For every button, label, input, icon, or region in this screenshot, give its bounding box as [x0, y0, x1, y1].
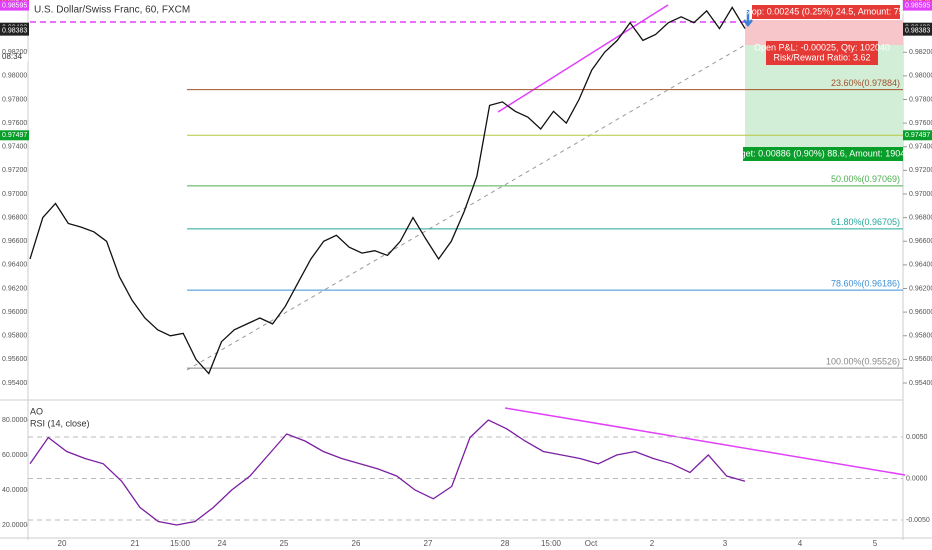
x-tick-label: 25 — [280, 539, 289, 548]
x-tick-label: 3 — [723, 539, 728, 548]
pnl-badge — [766, 41, 878, 65]
stop-badge — [752, 5, 900, 19]
price-badge — [903, 0, 932, 11]
x-tick-label: 27 — [424, 539, 433, 548]
ao-tick-label: -0.0050 — [906, 517, 930, 524]
y-tick-label: 0.95400 — [909, 380, 932, 387]
y-tick-label: 0.98200 — [909, 49, 932, 56]
stop-label: Stop: 0.00245 (0.25%) 24.5, Amount: 750 — [743, 6, 909, 16]
y-tick-label: 0.97600 — [2, 120, 27, 127]
y-tick-label: 0.97600 — [909, 120, 932, 127]
price-badge-label: 0.98595 — [905, 2, 930, 9]
target-badge — [743, 147, 903, 161]
x-tick-label: Oct — [585, 539, 598, 548]
trend-line — [497, 4, 669, 113]
y-tick-label: 0.96400 — [2, 262, 27, 269]
x-tick-label: 24 — [218, 539, 227, 548]
fib-label: 61.80%(0.96705) — [831, 217, 900, 227]
y-tick-label: 0.96600 — [909, 238, 932, 245]
price-badge-label: 0.98383 — [905, 27, 930, 34]
y-tick-label: 0.98000 — [909, 73, 932, 80]
y-tick-label: 0.96800 — [2, 214, 27, 221]
x-tick-label: 28 — [501, 539, 510, 548]
y-tick-label: 0.95800 — [909, 333, 932, 340]
ao-label: AO — [30, 406, 43, 416]
target-label: Target: 0.00886 (0.90%) 88.6, Amount: 19… — [728, 148, 918, 158]
rsi-tick-label: 20.0000 — [2, 522, 27, 529]
y-tick-label: 0.96000 — [2, 309, 27, 316]
pnl-label: Open P&L: -0.00025, Qty: 102040 — [754, 42, 890, 52]
y-tick-label: 0.97000 — [909, 191, 932, 198]
y-tick-label: 0.95400 — [2, 380, 27, 387]
y-tick-label: 0.97000 — [2, 191, 27, 198]
x-tick-label: 5 — [873, 539, 878, 548]
x-tick-label: 15:00 — [541, 539, 562, 548]
y-tick-label: 0.97800 — [2, 96, 27, 103]
x-tick-label: 4 — [798, 539, 803, 548]
y-tick-label: 0.98200 — [2, 49, 27, 56]
rsi-line — [29, 419, 746, 526]
rsi-label: RSI (14, close) — [30, 418, 90, 428]
price-badge-label: 0.97497 — [905, 132, 930, 139]
price-badge — [0, 25, 29, 36]
ratio-label: Risk/Reward Ratio: 3.62 — [773, 52, 870, 62]
fib-label: 23.60%(0.97884) — [831, 78, 900, 88]
rsi-tick-label: 40.0000 — [2, 487, 27, 494]
y-tick-label: 0.97200 — [909, 167, 932, 174]
price-badge — [903, 25, 932, 36]
x-tick-label: 15:00 — [170, 539, 191, 548]
y-tick-label: 0.97400 — [909, 144, 932, 151]
fib-label: 100.00%(0.95526) — [826, 356, 900, 366]
stop-zone — [745, 20, 903, 45]
ao-tick-label: 0.0000 — [906, 475, 928, 482]
y-tick-label: 0.96200 — [2, 285, 27, 292]
ao-tick-label: 0.0050 — [906, 434, 928, 441]
fib-label: 78.60%(0.96186) — [831, 279, 900, 289]
price-badge — [903, 130, 932, 141]
fib-label: 50.00%(0.97069) — [831, 174, 900, 184]
price-badge — [0, 130, 29, 141]
y-tick-label: 0.96200 — [909, 285, 932, 292]
y-tick-label: 0.97400 — [2, 144, 27, 151]
y-tick-label: 0.97800 — [909, 96, 932, 103]
x-tick-label: 26 — [352, 539, 361, 548]
trend-line — [504, 407, 906, 476]
y-tick-label: 0.96800 — [909, 214, 932, 221]
y-tick-label: 0.95800 — [2, 333, 27, 340]
y-tick-label: 0.96400 — [909, 262, 932, 269]
y-tick-label: 0.96000 — [909, 309, 932, 316]
y-tick-label: 0.95600 — [2, 356, 27, 363]
price-badge — [0, 0, 29, 11]
y-tick-label: 0.98000 — [2, 73, 27, 80]
y-tick-label: 0.96600 — [2, 238, 27, 245]
rsi-tick-label: 80.0000 — [2, 417, 27, 424]
price-badge-label: 0.98595 — [2, 2, 27, 9]
rsi-tick-label: 60.0000 — [2, 452, 27, 459]
y-tick-label: 0.95600 — [909, 356, 932, 363]
price-badge-label: 0.98383 — [2, 27, 27, 34]
x-tick-label: 2 — [650, 539, 655, 548]
y-tick-label: 0.97200 — [2, 167, 27, 174]
x-tick-label: 20 — [58, 539, 67, 548]
sell-arrow — [743, 10, 753, 28]
countdown: 08:34 — [2, 52, 23, 61]
countdown-box — [0, 52, 28, 62]
price-badge-label: 0.97497 — [2, 132, 27, 139]
chart-title: U.S. Dollar/Swiss Franc, 60, FXCM — [34, 5, 190, 16]
x-tick-label: 21 — [131, 539, 140, 548]
price-line — [29, 6, 746, 375]
